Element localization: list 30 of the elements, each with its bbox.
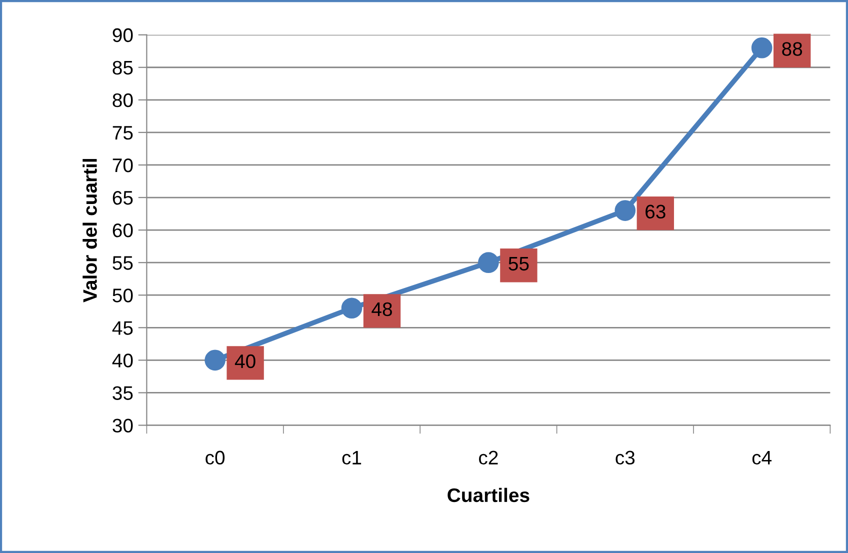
x-tick-label: c2 bbox=[479, 450, 498, 465]
data-label: 63 bbox=[646, 204, 666, 219]
y-axis-title: Valor del cuartil bbox=[82, 159, 97, 302]
point bbox=[204, 350, 226, 371]
x-tick-label: c3 bbox=[616, 450, 635, 465]
y-tick-label: 50 bbox=[112, 288, 133, 302]
data-label: 55 bbox=[508, 257, 529, 271]
y-tick-label: 80 bbox=[112, 93, 133, 108]
x-axis-title: Cuartiles bbox=[448, 488, 530, 502]
y-tick-label: 40 bbox=[112, 354, 133, 368]
x-tick-label: c0 bbox=[206, 450, 225, 465]
y-tick-label: 85 bbox=[112, 60, 133, 75]
y-tick-label: 45 bbox=[112, 321, 133, 335]
data-label: 48 bbox=[372, 302, 392, 316]
point bbox=[751, 37, 772, 58]
point bbox=[478, 252, 499, 273]
point bbox=[341, 298, 362, 319]
point bbox=[614, 200, 636, 221]
y-tick-label: 75 bbox=[112, 126, 133, 140]
y-tick-label: 60 bbox=[112, 224, 133, 238]
x-tick-label: c4 bbox=[752, 450, 772, 465]
data-label: 40 bbox=[234, 354, 256, 368]
y-tick-label: 55 bbox=[112, 256, 133, 270]
y-tick-label: 90 bbox=[112, 28, 133, 42]
y-tick-label: 65 bbox=[112, 190, 133, 205]
x-tick-label: c1 bbox=[342, 450, 362, 465]
y-tick-label: 70 bbox=[112, 158, 133, 172]
y-tick-label: 35 bbox=[112, 386, 133, 400]
data-label: 88 bbox=[782, 42, 802, 56]
y-tick-label: 30 bbox=[112, 418, 133, 432]
